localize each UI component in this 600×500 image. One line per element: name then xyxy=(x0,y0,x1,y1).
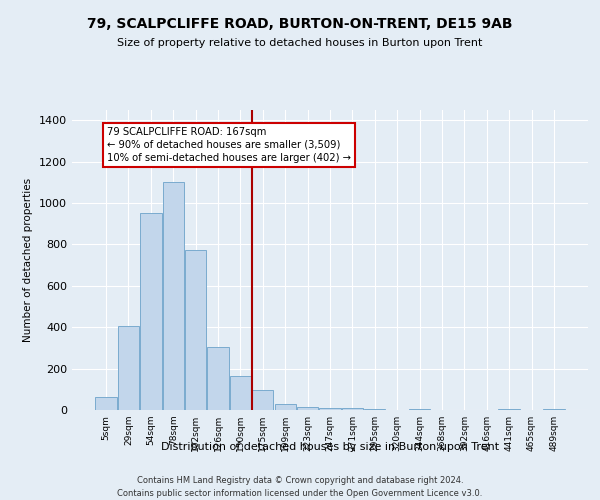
Y-axis label: Number of detached properties: Number of detached properties xyxy=(23,178,34,342)
Bar xyxy=(543,409,565,410)
Bar xyxy=(95,396,117,410)
Bar xyxy=(163,182,184,410)
Bar xyxy=(319,408,341,410)
Text: Contains public sector information licensed under the Open Government Licence v3: Contains public sector information licen… xyxy=(118,489,482,498)
Bar xyxy=(118,326,139,410)
Text: Contains HM Land Registry data © Crown copyright and database right 2024.: Contains HM Land Registry data © Crown c… xyxy=(137,476,463,485)
Bar xyxy=(140,214,161,410)
Bar xyxy=(297,407,318,410)
Bar xyxy=(275,404,296,410)
Bar xyxy=(342,408,363,410)
Text: Distribution of detached houses by size in Burton upon Trent: Distribution of detached houses by size … xyxy=(161,442,499,452)
Bar xyxy=(409,409,430,410)
Bar xyxy=(499,409,520,410)
Bar xyxy=(364,409,385,410)
Bar xyxy=(252,390,274,410)
Bar xyxy=(230,376,251,410)
Text: 79 SCALPCLIFFE ROAD: 167sqm
← 90% of detached houses are smaller (3,509)
10% of : 79 SCALPCLIFFE ROAD: 167sqm ← 90% of det… xyxy=(107,126,351,163)
Bar xyxy=(185,250,206,410)
Text: 79, SCALPCLIFFE ROAD, BURTON-ON-TRENT, DE15 9AB: 79, SCALPCLIFFE ROAD, BURTON-ON-TRENT, D… xyxy=(87,18,513,32)
Text: Size of property relative to detached houses in Burton upon Trent: Size of property relative to detached ho… xyxy=(118,38,482,48)
Bar xyxy=(208,347,229,410)
